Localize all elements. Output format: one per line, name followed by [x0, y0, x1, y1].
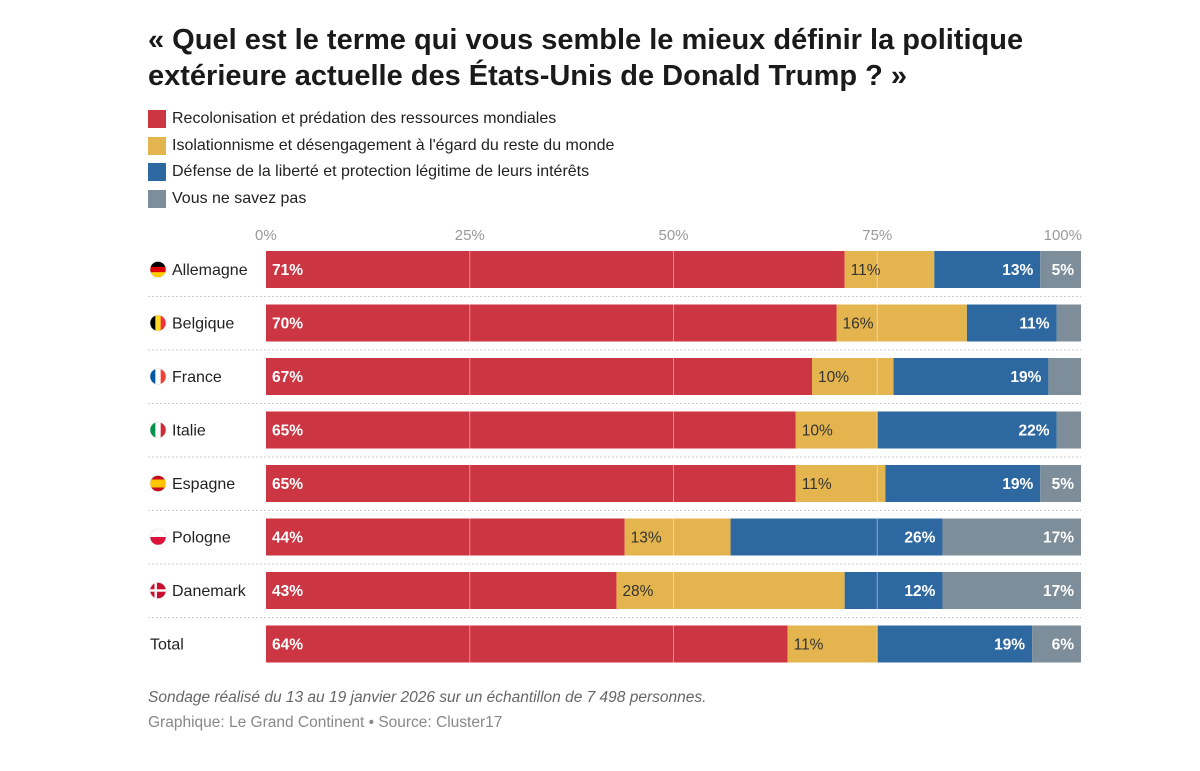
- bar-segment: [266, 465, 796, 502]
- bar-segment: [266, 251, 845, 288]
- bar-segment: [877, 625, 1033, 663]
- bar-segment: [836, 304, 967, 342]
- bar-segment: [1048, 358, 1081, 395]
- data-label: 28%: [622, 583, 653, 600]
- bar-segment: [795, 411, 878, 449]
- bar-segment: [624, 518, 731, 556]
- category-label: Total: [150, 637, 184, 654]
- bar-segment: [266, 411, 796, 449]
- survey-note: Sondage réalisé du 13 au 19 janvier 2026…: [148, 689, 707, 706]
- bar-segment: [844, 251, 935, 288]
- data-label: 65%: [272, 476, 303, 493]
- data-label: 19%: [994, 637, 1025, 654]
- legend-swatch: [148, 136, 166, 155]
- bar-segment: [266, 358, 813, 395]
- bar-segment: [893, 358, 1049, 395]
- bar-segment: [266, 304, 837, 342]
- flag-pl-icon: [149, 528, 167, 546]
- data-label: 26%: [904, 530, 935, 547]
- legend-item: Isolationnisme et désengagement à l'égar…: [148, 133, 614, 160]
- data-label: 19%: [1010, 369, 1041, 386]
- category-label: Danemark: [172, 583, 247, 600]
- bar-segment: [812, 358, 894, 395]
- data-label: 22%: [1019, 423, 1050, 440]
- flag-de-icon: [149, 261, 167, 278]
- category-label: France: [172, 369, 222, 386]
- bar-segment: [616, 572, 845, 609]
- category-label: Pologne: [172, 530, 231, 547]
- legend-item: Vous ne savez pas: [148, 186, 614, 213]
- bar-segment: [942, 572, 1081, 609]
- data-label: 6%: [1052, 637, 1075, 654]
- bar-segment: [1040, 465, 1081, 502]
- flag-fr-icon: [149, 368, 167, 385]
- legend-swatch: [148, 110, 166, 129]
- data-label: 10%: [818, 369, 849, 386]
- legend-item: Défense de la liberté et protection légi…: [148, 159, 614, 186]
- data-label: 43%: [272, 583, 303, 600]
- flag-be-icon: [149, 314, 167, 332]
- flag-es-icon: [149, 475, 167, 492]
- chart-title: « Quel est le terme qui vous semble le m…: [148, 24, 1024, 92]
- bar-segment: [1056, 411, 1081, 449]
- bar-segment: [877, 411, 1057, 449]
- data-label: 11%: [1019, 316, 1049, 333]
- data-label: 5%: [1052, 262, 1075, 279]
- data-label: 71%: [272, 262, 303, 279]
- bar-segment: [1032, 625, 1081, 663]
- x-tick-label: 0%: [255, 227, 277, 244]
- bar-segment: [1056, 304, 1081, 342]
- bar-segment: [934, 251, 1041, 288]
- legend-item: Recolonisation et prédation des ressourc…: [148, 106, 614, 133]
- data-label: 44%: [272, 530, 303, 547]
- legend-label: Recolonisation et prédation des ressourc…: [172, 110, 557, 128]
- bar-segment: [266, 572, 617, 609]
- data-label: 67%: [272, 369, 303, 386]
- bar-segment: [844, 572, 943, 609]
- data-label: 65%: [272, 423, 303, 440]
- x-tick-label: 75%: [862, 227, 892, 244]
- data-label: 19%: [1002, 476, 1033, 493]
- legend-label: Isolationnisme et désengagement à l'égar…: [172, 136, 615, 154]
- data-label: 64%: [272, 637, 303, 654]
- data-label: 10%: [802, 423, 833, 440]
- x-tick-label: 100%: [1044, 227, 1082, 244]
- bar-segment: [266, 518, 625, 556]
- category-label: Espagne: [172, 476, 235, 493]
- data-label: 16%: [843, 316, 874, 333]
- bar-segment: [266, 625, 788, 663]
- legend-label: Défense de la liberté et protection légi…: [172, 163, 590, 181]
- data-label: 17%: [1043, 530, 1074, 547]
- bar-segment: [966, 304, 1057, 342]
- legend-swatch: [148, 163, 166, 182]
- x-tick-label: 25%: [455, 227, 485, 244]
- data-label: 70%: [272, 316, 303, 333]
- category-label: Italie: [172, 423, 206, 440]
- legend-swatch: [148, 189, 166, 208]
- bar-segment: [787, 625, 878, 663]
- source-credit: Graphique: Le Grand Continent • Source: …: [148, 714, 503, 731]
- data-label: 11%: [794, 637, 824, 654]
- bar-segment: [885, 465, 1041, 502]
- data-label: 5%: [1052, 476, 1075, 493]
- data-label: 12%: [904, 583, 935, 600]
- data-label: 11%: [851, 262, 881, 279]
- data-label: 13%: [631, 530, 662, 547]
- legend-label: Vous ne savez pas: [172, 189, 307, 207]
- flag-it-icon: [149, 421, 167, 439]
- legend: Recolonisation et prédation des ressourc…: [148, 106, 614, 212]
- bar-segment: [730, 518, 943, 556]
- category-label: Allemagne: [172, 262, 248, 279]
- data-label: 13%: [1002, 262, 1033, 279]
- data-label: 17%: [1043, 583, 1074, 600]
- data-label: 11%: [802, 476, 832, 493]
- bar-segment: [795, 465, 886, 502]
- bar-segment: [942, 518, 1081, 556]
- x-tick-label: 50%: [658, 227, 688, 244]
- bar-segment: [1040, 251, 1081, 288]
- category-label: Belgique: [172, 316, 234, 333]
- flag-dk-icon: [149, 582, 167, 599]
